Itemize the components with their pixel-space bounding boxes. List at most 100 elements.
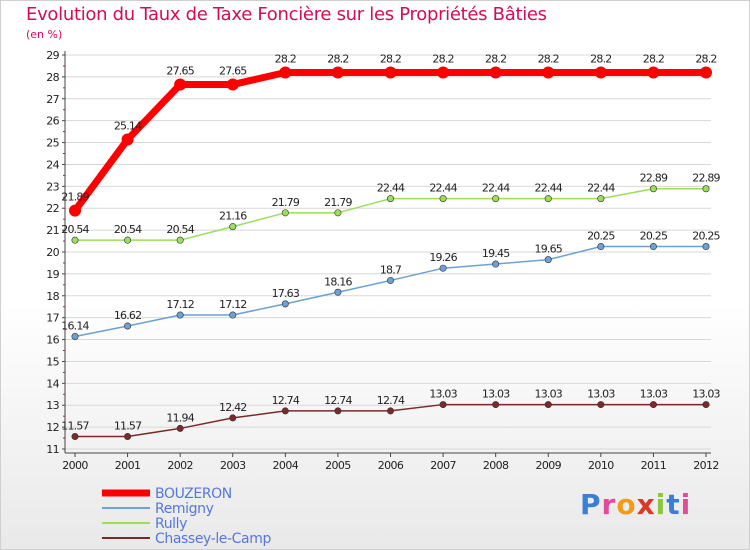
data-label: 21.89 [61, 191, 89, 204]
data-label: 22.89 [640, 172, 668, 185]
data-label: 28.2 [695, 53, 716, 66]
x-tick-label: 2000 [62, 459, 88, 472]
data-label: 19.26 [429, 251, 457, 264]
y-tick-label: 29 [46, 49, 59, 62]
x-tick-label: 2011 [641, 459, 667, 472]
data-point [124, 236, 132, 244]
y-tick-label: 15 [46, 355, 59, 368]
data-point [176, 311, 184, 319]
data-label: 19.65 [535, 243, 563, 256]
data-point [334, 407, 342, 415]
x-tick-label: 2009 [535, 459, 561, 472]
data-label: 22.89 [692, 172, 720, 185]
data-point [544, 256, 552, 264]
data-label: 12.74 [377, 394, 405, 407]
data-point [124, 433, 132, 441]
y-tick-label: 28 [46, 71, 59, 84]
logo-letter: t [666, 488, 681, 521]
data-label: 28.2 [643, 53, 664, 66]
data-point [124, 322, 132, 330]
y-tick-label: 21 [46, 224, 59, 237]
data-label: 13.03 [587, 388, 615, 401]
data-point [176, 236, 184, 244]
data-label: 16.62 [114, 309, 142, 322]
data-point [597, 401, 605, 409]
data-label: 21.79 [272, 196, 300, 209]
logo-letter: P [580, 488, 602, 521]
data-label: 12.74 [272, 394, 300, 407]
data-point [226, 78, 239, 91]
data-label: 22.44 [587, 182, 615, 195]
data-label: 22.44 [482, 182, 510, 195]
data-label: 11.94 [166, 411, 194, 424]
logo-letter: i [655, 488, 667, 521]
data-label: 13.03 [692, 388, 720, 401]
data-point [492, 195, 500, 203]
data-label: 13.03 [535, 388, 563, 401]
legend-label: Chassey-le-Camp [155, 531, 271, 547]
x-tick-label: 2005 [325, 459, 351, 472]
data-label: 22.44 [377, 182, 405, 195]
logo-letter: i [680, 488, 692, 521]
data-label: 17.12 [166, 298, 194, 311]
x-tick-label: 2006 [378, 459, 404, 472]
data-label: 25.14 [114, 119, 142, 132]
data-point [544, 195, 552, 203]
data-label: 21.16 [219, 210, 247, 223]
y-tick-label: 22 [46, 202, 59, 215]
data-label: 11.57 [61, 420, 89, 433]
data-label: 17.63 [272, 287, 300, 300]
data-point [439, 195, 447, 203]
data-point [71, 332, 79, 340]
data-label: 27.65 [166, 65, 194, 78]
data-point [439, 401, 447, 409]
data-point [174, 78, 187, 91]
data-point [700, 66, 712, 79]
data-point [386, 407, 394, 415]
y-tick-label: 25 [46, 137, 59, 150]
data-point [279, 66, 292, 79]
data-point [492, 401, 500, 409]
data-label: 13.03 [429, 388, 457, 401]
data-label: 20.25 [587, 230, 615, 243]
data-label: 28.2 [275, 53, 296, 66]
data-label: 28.2 [485, 53, 506, 66]
data-label: 20.25 [640, 230, 668, 243]
data-point [649, 243, 657, 251]
x-tick-label: 2001 [115, 459, 141, 472]
x-tick-label: 2012 [693, 459, 719, 472]
legend-label: Remigny [155, 501, 214, 517]
data-point [386, 276, 394, 284]
data-label: 28.2 [590, 53, 611, 66]
y-tick-label: 11 [46, 443, 59, 456]
data-point [229, 414, 237, 422]
data-point [594, 66, 607, 79]
data-point [702, 243, 710, 251]
data-point [176, 424, 184, 432]
chart-subtitle: (en %) [26, 28, 63, 41]
data-point [647, 66, 660, 79]
legend-label: Rully [155, 516, 187, 532]
y-tick-label: 20 [46, 246, 59, 259]
data-label: 22.44 [429, 182, 457, 195]
data-point [649, 401, 657, 409]
logo-letter: o [616, 488, 637, 521]
data-point [649, 185, 657, 193]
data-label: 18.16 [324, 275, 352, 288]
data-label: 17.12 [219, 298, 247, 311]
data-point [334, 209, 342, 217]
data-point [544, 401, 552, 409]
data-point [489, 66, 502, 79]
x-tick-label: 2002 [167, 459, 193, 472]
data-label: 20.25 [692, 230, 720, 243]
series-line-remigny [74, 245, 707, 338]
y-tick-label: 23 [46, 180, 59, 193]
legend-label: BOUZERON [155, 486, 232, 502]
data-label: 28.2 [327, 53, 348, 66]
logo-letter: r [601, 488, 617, 521]
y-tick-label: 18 [46, 290, 59, 303]
y-tick-label: 16 [46, 334, 59, 347]
x-tick-label: 2003 [220, 459, 246, 472]
